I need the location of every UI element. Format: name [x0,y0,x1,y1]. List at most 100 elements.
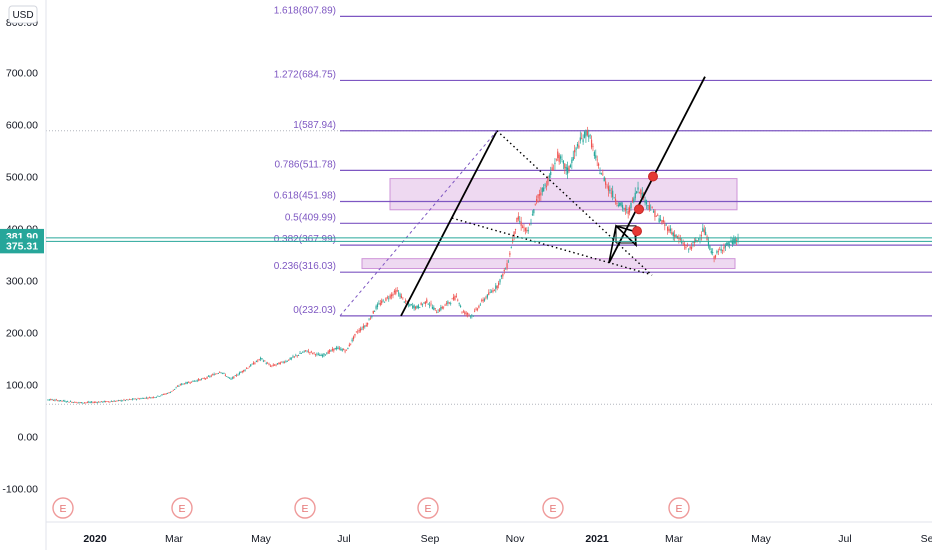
candle-body [600,173,603,175]
flag-box[interactable] [615,225,637,244]
candle-body [312,353,314,354]
candle-body [281,361,283,363]
candle-body [495,285,497,290]
candle-body [514,229,517,230]
target-point-1[interactable] [632,226,642,237]
candle-body [419,306,421,308]
candle-body [634,192,636,199]
candle-body [502,273,504,277]
candle-body [454,296,456,300]
candle-body [155,396,157,398]
candle-body [152,397,155,398]
candle-body [545,185,548,187]
candle-body [378,303,380,305]
candle-body [86,402,88,403]
candle-body [447,301,449,304]
candle-body [652,211,655,213]
candle-body [231,377,234,379]
earnings-marker[interactable] [417,497,439,519]
candle-body [117,400,119,401]
candle-body [555,158,557,160]
candle-body [114,401,117,402]
candle-body [124,399,126,401]
trend-line-impulse-up[interactable] [400,130,498,317]
candle-body [364,325,366,327]
candle-body [337,347,339,349]
earnings-marker[interactable] [52,497,74,519]
candle-body [457,299,459,301]
demand-zone-lower[interactable] [361,258,736,270]
candle-body [430,303,432,305]
earnings-marker[interactable] [668,497,690,519]
x-tick-label: Jul [838,533,851,545]
candle-body [57,400,59,402]
candle-body [145,397,148,399]
candle-body [350,343,352,345]
candle-body [223,373,225,374]
candle-body [264,360,266,362]
fib-level-label-4: 0.618(451.98) [274,190,336,201]
fib-level-label-1: 1.272(684.75) [274,69,336,80]
candle-body [92,402,94,404]
candle-body [243,370,245,372]
plot-area[interactable] [46,0,932,522]
candle-body [443,306,445,308]
earnings-marker[interactable] [171,497,193,519]
fib-level-label-6: 0.382(367.99) [274,234,336,245]
candle-body [651,206,653,208]
target-point-3[interactable] [648,171,658,182]
target-point-2[interactable] [634,204,644,215]
candle-body [299,352,301,354]
candle-body [437,311,439,313]
candle-body [359,328,362,331]
candle-body [144,397,146,399]
fib-anchor-diagonal[interactable] [339,130,498,317]
candle-body [288,359,290,361]
candle-body [240,372,242,373]
price-axis[interactable] [0,0,46,550]
supply-zone-upper[interactable] [389,178,738,211]
candle-body [674,234,676,237]
candle-body [328,350,331,352]
candle-body [221,372,224,374]
wedge-upper-trendline[interactable] [496,130,653,276]
candle-body [640,189,642,195]
earnings-marker-label: E [549,503,556,515]
candle-body [402,297,404,299]
y-tick-label: 300.00 [6,276,38,288]
candle-body [610,192,612,194]
candle-body [424,301,426,304]
candle-body [468,314,470,316]
candle-body [383,302,386,303]
currency-badge[interactable] [8,5,38,24]
candle-body [467,312,469,315]
fib-level-label-2: 1(587.94) [293,120,336,131]
fib-level-label-7: 0.236(316.03) [274,261,336,272]
earnings-marker[interactable] [542,497,564,519]
candle-body [426,299,428,303]
candle-body [438,309,441,312]
candle-body [162,393,165,395]
candle-body [413,305,415,309]
candle-body [561,159,563,160]
candle-body [165,393,167,395]
candle-body [306,351,308,353]
y-tick-label: 200.00 [6,328,38,340]
x-tick-label: Se [921,533,932,545]
candle-body [398,292,400,294]
candle-body [407,302,410,305]
candle-body [286,361,288,362]
earnings-marker-label: E [424,503,431,515]
candle-body [230,378,232,380]
candle-body [552,169,555,171]
candle-body [278,362,280,365]
wedge-lower-trendline[interactable] [451,217,651,275]
candle-body [272,364,274,366]
candle-body [195,380,197,382]
candle-body [382,300,384,302]
candle-body [209,375,211,377]
earnings-marker[interactable] [294,497,316,519]
projection-line[interactable] [608,76,706,264]
